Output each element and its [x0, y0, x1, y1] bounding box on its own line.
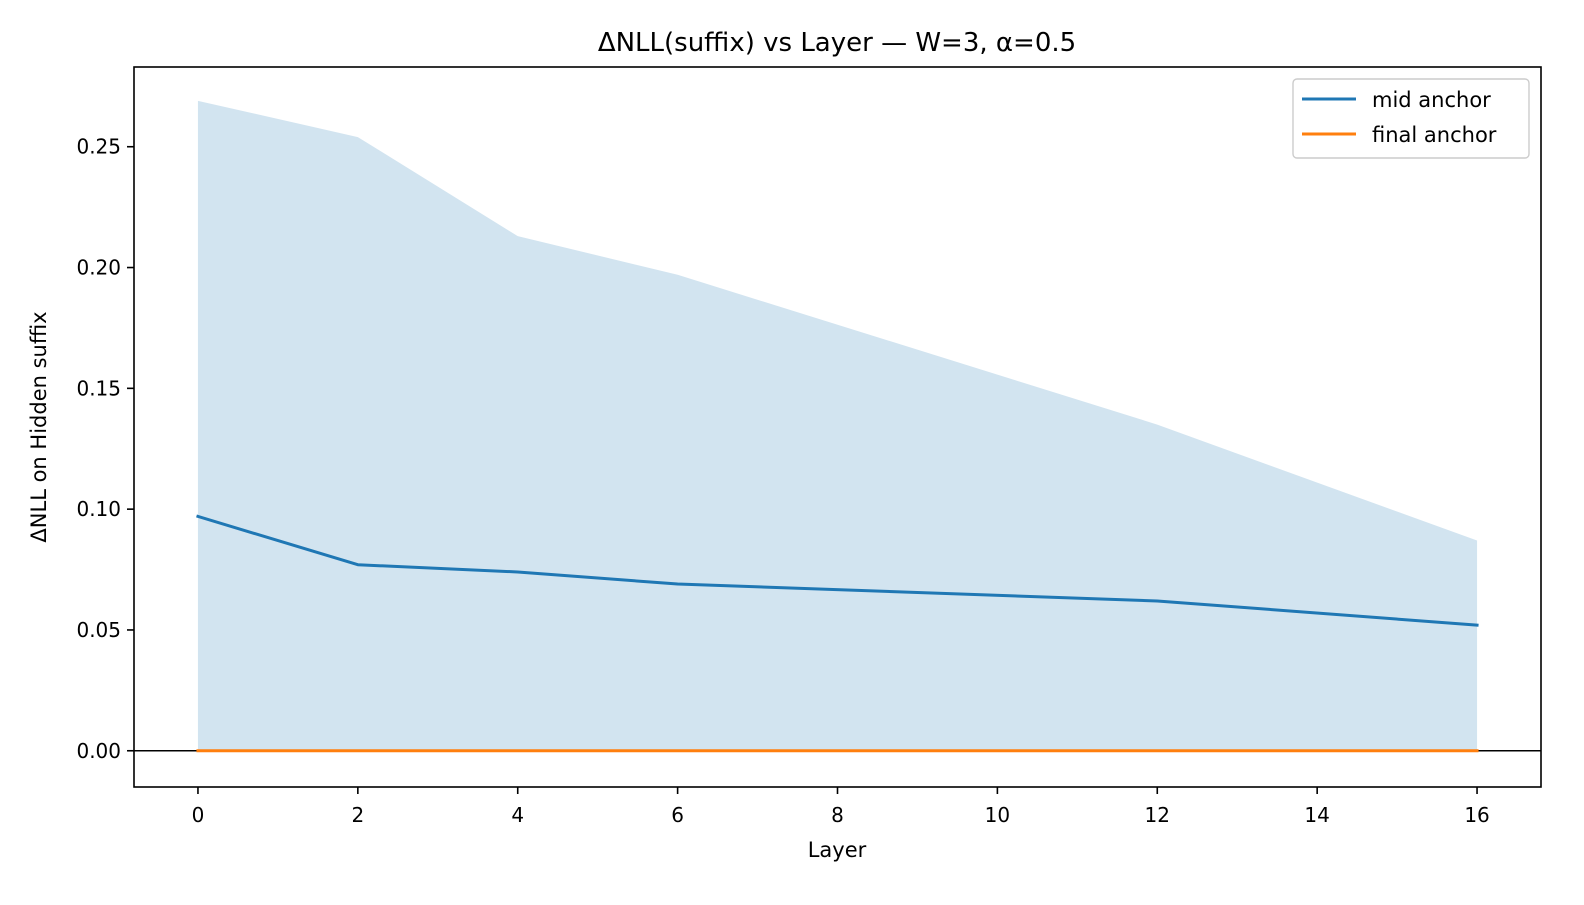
y-axis-label: ΔNLL on Hidden suffix [27, 311, 51, 542]
x-tick-label: 6 [671, 803, 684, 827]
y-tick-label: 0.00 [76, 739, 121, 763]
x-tick-label: 2 [351, 803, 364, 827]
x-tick-label: 8 [831, 803, 844, 827]
x-axis: 0 2 4 6 8 10 12 14 16 [192, 787, 1490, 827]
y-axis: 0.00 0.05 0.10 0.15 0.20 0.25 [76, 135, 134, 763]
plot-area [134, 100, 1541, 753]
y-tick-label: 0.25 [76, 135, 121, 159]
band-mid-anchor [197, 100, 1478, 751]
series-line-mid-anchor [196, 514, 1479, 627]
legend-label-mid-anchor: mid anchor [1372, 88, 1491, 112]
y-tick-label: 0.15 [76, 376, 121, 400]
x-tick-label: 16 [1464, 803, 1489, 827]
x-tick-label: 10 [985, 803, 1010, 827]
x-tick-label: 12 [1145, 803, 1170, 827]
x-tick-label: 4 [511, 803, 524, 827]
legend: mid anchor final anchor [1292, 78, 1530, 159]
chart-title: ΔNLL(suffix) vs Layer — W=3, α=0.5 [598, 28, 1076, 58]
y-tick-label: 0.05 [76, 618, 121, 642]
legend-label-final-anchor: final anchor [1372, 123, 1497, 147]
y-tick-label: 0.10 [76, 497, 121, 521]
x-axis-label: Layer [808, 838, 867, 862]
x-tick-label: 14 [1304, 803, 1329, 827]
x-tick-label: 0 [192, 803, 205, 827]
y-tick-label: 0.20 [76, 256, 121, 280]
